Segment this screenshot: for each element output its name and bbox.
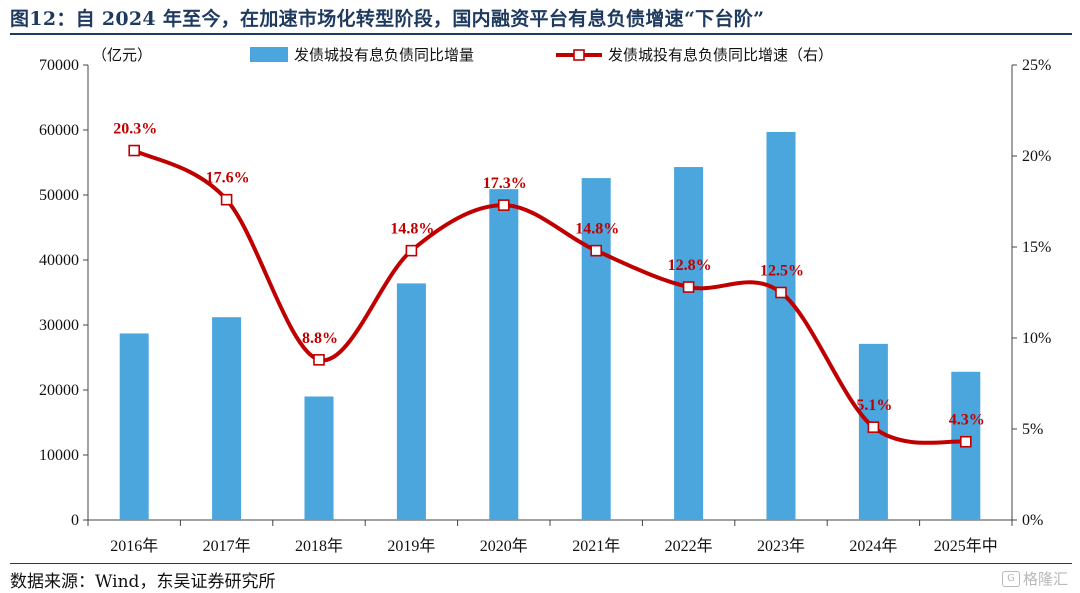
- line-point: [128, 144, 140, 157]
- line-point: [497, 199, 510, 211]
- x-tick-label: 2019年: [387, 537, 435, 555]
- right-tick-label: 10%: [1022, 330, 1051, 347]
- x-tick-label: 2020年: [480, 537, 528, 555]
- x-tick-label: 2024年: [849, 537, 897, 555]
- source-rule: [10, 563, 1072, 564]
- bars-layer: [119, 131, 981, 521]
- watermark: G 格隆汇: [1001, 568, 1068, 589]
- left-tick-label: 50000: [39, 187, 79, 204]
- line-point: [867, 421, 880, 433]
- line-layer: [128, 144, 972, 448]
- left-tick-label: 0: [71, 512, 79, 529]
- line-data-label: 17.3%: [483, 175, 527, 192]
- bar: [212, 317, 242, 520]
- bar: [119, 333, 149, 520]
- right-tick-label: 5%: [1022, 421, 1043, 438]
- bar: [766, 131, 796, 520]
- bar: [304, 396, 334, 520]
- left-tick-label: 20000: [39, 382, 79, 399]
- line-point: [682, 281, 695, 293]
- line-data-label: 8.8%: [302, 330, 338, 347]
- line-data-label: 14.8%: [390, 221, 434, 238]
- left-tick-label: 70000: [39, 57, 79, 74]
- right-tick-label: 25%: [1022, 57, 1051, 74]
- line-point: [959, 435, 972, 448]
- right-tick-label: 0%: [1022, 512, 1043, 529]
- line-data-label: 5.1%: [856, 397, 892, 414]
- legend-line-label: 发债城投有息负债同比增速（右）: [608, 46, 833, 64]
- legend-bar-label: 发债城投有息负债同比增量: [294, 46, 474, 64]
- x-tick-label: 2023年: [757, 537, 805, 555]
- left-tick-label: 30000: [39, 317, 79, 334]
- chart-title: 图12：自 2024 年至今，在加速市场化转型阶段，国内融资平台有息负债增速“下…: [10, 8, 765, 30]
- watermark-logo-icon: G: [1001, 570, 1020, 587]
- left-tick-label: 10000: [39, 447, 79, 464]
- legend: 发债城投有息负债同比增量 发债城投有息负债同比增速（右）: [250, 46, 833, 64]
- watermark-text: 格隆汇: [1022, 570, 1068, 588]
- left-tick-label: 40000: [39, 252, 79, 269]
- line-data-label: 12.8%: [668, 257, 712, 274]
- x-tick-label: 2018年: [295, 537, 343, 555]
- growth-line: [133, 148, 967, 445]
- data-labels-layer: 20.3% 17.6% 8.8% 14.8% 17.3% 14.8% 12.8% 12.5% 5…: [113, 121, 985, 429]
- right-tick-label: 20%: [1022, 148, 1051, 165]
- title-rule: [10, 33, 1072, 35]
- left-axis-unit: （亿元）: [92, 46, 152, 64]
- line-data-label: 17.6%: [206, 170, 250, 187]
- source-note: 数据来源：Wind，东吴证券研究所: [10, 572, 276, 592]
- line-data-label: 20.3%: [113, 121, 157, 138]
- line-data-label: 12.5%: [760, 263, 804, 280]
- bar: [674, 167, 704, 521]
- line-point: [313, 354, 325, 366]
- bar: [489, 189, 519, 520]
- bar: [581, 178, 611, 520]
- right-tick-label: 15%: [1022, 239, 1051, 256]
- line-point: [590, 244, 603, 257]
- line-point: [775, 286, 787, 299]
- x-tick-label: 2022年: [665, 537, 713, 555]
- bar: [396, 283, 426, 520]
- line-point: [405, 244, 418, 257]
- x-tick-label: 2025年中: [934, 537, 998, 555]
- line-data-label: 4.3%: [949, 412, 985, 429]
- left-tick-label: 60000: [39, 122, 79, 139]
- line-point: [220, 193, 233, 206]
- x-tick-label: 2016年: [110, 537, 158, 555]
- line-data-label: 14.8%: [575, 221, 619, 238]
- x-tick-label: 2021年: [572, 537, 620, 555]
- legend-line-marker: [573, 49, 585, 61]
- x-tick-label: 2017年: [203, 537, 251, 555]
- legend-bar-swatch: [250, 47, 288, 62]
- axes-layer: 0 10000 20000 30000 40000 50000 60000 70000 0% 5%…: [39, 57, 1051, 555]
